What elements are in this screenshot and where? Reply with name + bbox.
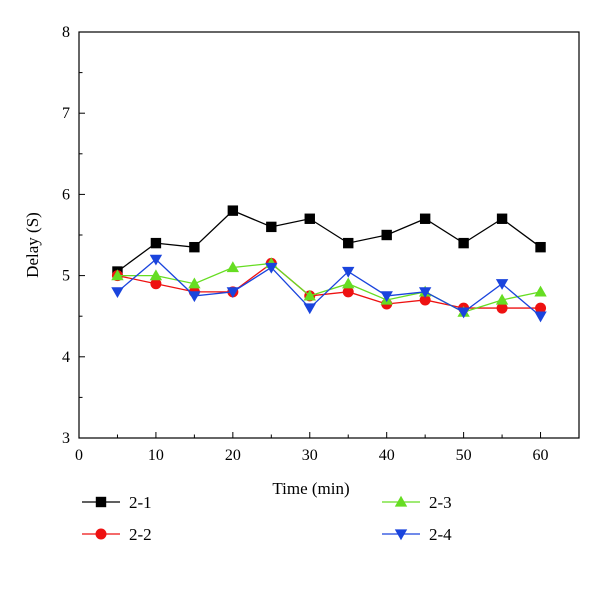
data-point (495, 293, 509, 305)
legend-item: 2-4 (382, 525, 452, 544)
y-tick-label: 4 (62, 349, 70, 366)
y-axis-label: Delay (S) (23, 212, 42, 278)
plot-area (111, 205, 547, 323)
data-point (303, 303, 316, 315)
data-point (380, 291, 393, 303)
data-point (265, 262, 278, 274)
y-tick-label: 8 (62, 24, 70, 41)
legend-label: 2-4 (429, 525, 452, 544)
data-point (342, 277, 355, 289)
data-point (381, 229, 392, 241)
data-point (419, 213, 431, 224)
data-point (342, 286, 354, 298)
data-point (535, 302, 547, 314)
data-point (150, 278, 162, 290)
data-point (457, 307, 470, 319)
x-tick-label: 50 (456, 447, 472, 464)
x-tick-label: 0 (75, 447, 83, 464)
data-point (304, 213, 315, 224)
data-point (303, 289, 316, 301)
series-line (117, 209, 541, 273)
series-line (117, 258, 541, 317)
y-tick-label: 5 (62, 268, 70, 285)
data-point (111, 287, 124, 299)
data-point (227, 205, 239, 216)
legend-item: 2-1 (82, 493, 152, 512)
data-point (150, 237, 162, 249)
data-point (189, 241, 200, 253)
legend-label: 2-3 (429, 493, 452, 512)
legend-marker (394, 495, 408, 507)
legend-label: 2-2 (129, 525, 152, 544)
data-point (458, 237, 469, 249)
data-point (496, 302, 508, 314)
legend-item: 2-3 (382, 493, 452, 512)
y-tick-label: 3 (62, 430, 70, 447)
data-point (149, 269, 163, 281)
x-tick-label: 30 (302, 447, 318, 464)
series-line (117, 262, 541, 313)
data-point (535, 241, 546, 253)
data-point (149, 254, 163, 266)
data-point (418, 287, 432, 299)
legend-marker (95, 528, 107, 540)
x-axis-label: Time (min) (272, 479, 349, 498)
legend-marker (394, 529, 408, 541)
x-tick-label: 20 (225, 447, 241, 464)
data-point (534, 311, 547, 323)
data-point (419, 294, 431, 306)
data-point (495, 279, 509, 290)
legend-item: 2-2 (82, 525, 152, 544)
data-point (188, 291, 201, 303)
data-point (342, 266, 355, 278)
data-point (534, 285, 547, 297)
data-point (226, 261, 240, 273)
data-point (226, 287, 240, 299)
x-tick-label: 60 (533, 447, 549, 464)
series-line (117, 262, 541, 309)
legend-label: 2-1 (129, 493, 152, 512)
series-2-2 (111, 257, 547, 314)
axes: 0 10 20 30 40 50 60 3 4 5 6 7 8 Time (min) Delay (S) (23, 24, 580, 498)
data-point (266, 221, 277, 233)
y-tick-label: 7 (62, 105, 70, 122)
series-2-1 (112, 205, 546, 277)
y-tick-label: 6 (62, 186, 70, 203)
data-point (496, 213, 508, 224)
data-point (343, 237, 354, 249)
legend: 2-1 2-2 2-3 2-4 (82, 493, 452, 544)
legend-marker (95, 496, 107, 508)
x-tick-label: 10 (148, 447, 164, 464)
plot-frame (78, 31, 580, 439)
data-point (188, 277, 201, 289)
x-tick-label: 40 (379, 447, 395, 464)
data-point (111, 269, 124, 281)
series-2-4 (111, 254, 547, 323)
